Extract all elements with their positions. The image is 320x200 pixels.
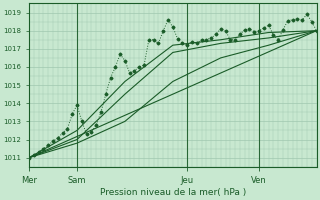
X-axis label: Pression niveau de la mer( hPa ): Pression niveau de la mer( hPa ) [100, 188, 246, 197]
